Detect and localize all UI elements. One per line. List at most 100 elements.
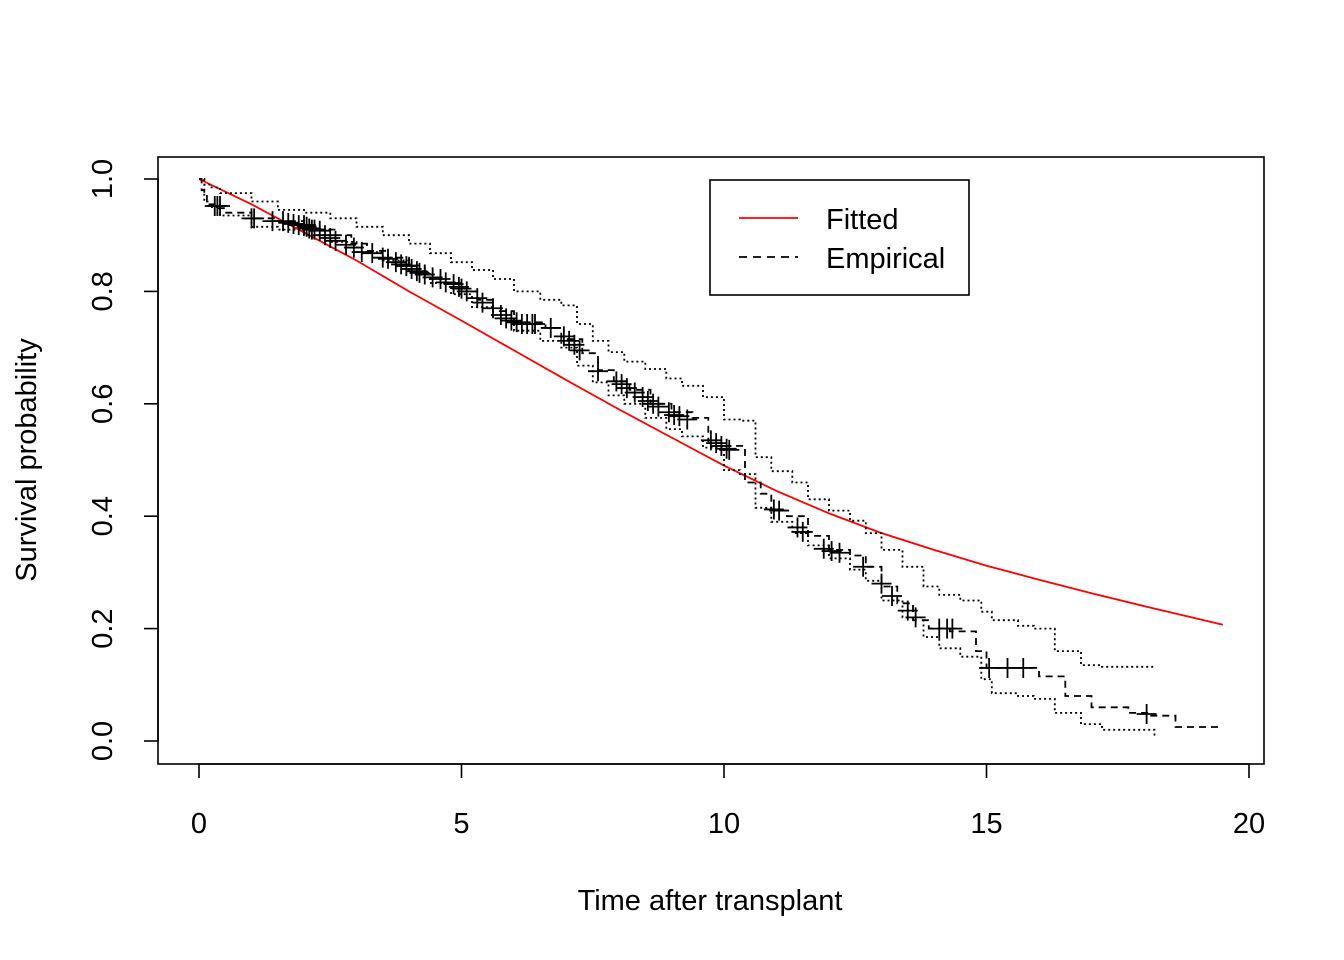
censor-mark: [1136, 704, 1157, 725]
censor-mark: [821, 541, 842, 562]
legend-empirical-label: Empirical: [826, 243, 945, 275]
y-tick-label: 0.2: [87, 608, 119, 648]
censor-mark: [325, 230, 346, 251]
censor-mark: [456, 281, 477, 302]
censor-mark: [278, 212, 299, 233]
censor-mark: [309, 220, 330, 241]
censor-marks: [204, 195, 1157, 725]
legend-fitted-label: Fitted: [826, 204, 899, 236]
censor-mark: [210, 195, 230, 216]
censor-mark: [430, 269, 451, 290]
censor-mark: [273, 211, 293, 232]
censor-mark: [769, 500, 790, 521]
censor-mark: [624, 382, 645, 403]
censor-mark: [443, 274, 464, 295]
censor-mark: [501, 310, 522, 331]
y-tick-label: 0.6: [87, 384, 119, 424]
censor-mark: [391, 254, 412, 275]
x-axis-title: Time after transplant: [578, 885, 843, 917]
censor-mark: [559, 330, 580, 351]
censor-mark: [304, 219, 325, 240]
censor-mark: [448, 276, 469, 297]
censor-mark: [564, 334, 585, 355]
censor-mark: [643, 393, 664, 414]
censor-mark: [716, 438, 737, 459]
censor-mark: [942, 618, 963, 639]
censor-mark: [244, 208, 265, 229]
censor-mark: [677, 409, 698, 430]
censor-mark: [336, 234, 356, 255]
censor-mark: [763, 499, 784, 520]
x-tick-label: 15: [970, 808, 1002, 840]
legend: Fitted Empirical: [709, 179, 970, 296]
censor-mark: [658, 402, 679, 423]
x-tick-label: 20: [1233, 808, 1265, 840]
censor-mark: [905, 607, 926, 628]
censor-mark: [588, 361, 608, 382]
censor-mark: [669, 406, 690, 427]
y-axis: 0.0 0.2 0.4 0.6 0.8 1.0: [87, 159, 159, 761]
censor-mark: [283, 213, 304, 234]
censor-mark: [540, 317, 561, 338]
censor-mark: [853, 556, 874, 577]
censor-mark: [700, 430, 721, 451]
y-tick-label: 0.4: [87, 496, 119, 536]
censor-mark: [315, 225, 335, 246]
legend-box: [709, 179, 970, 296]
y-tick-label: 1.0: [87, 159, 119, 199]
censor-mark: [569, 340, 590, 361]
censor-mark: [372, 247, 393, 268]
censor-mark: [648, 396, 669, 417]
censor-mark: [496, 308, 517, 329]
censor-mark: [525, 313, 545, 334]
x-tick-label: 10: [708, 808, 740, 840]
x-axis: 0 5 10 15 20: [191, 763, 1265, 840]
confidence-band-lower: [199, 178, 1156, 739]
censor-mark: [401, 258, 422, 279]
censor-mark: [490, 305, 511, 326]
x-tick-label: 0: [191, 808, 207, 840]
censor-mark: [787, 517, 808, 538]
censor-mark: [422, 267, 443, 288]
censor-mark: [506, 312, 527, 333]
censor-mark: [813, 538, 834, 559]
censor-mark: [385, 252, 406, 273]
y-axis-title: Survival probability: [11, 338, 43, 582]
censor-mark: [719, 439, 740, 460]
censor-mark: [406, 261, 427, 282]
censor-mark: [343, 237, 364, 258]
censor-mark: [467, 288, 488, 309]
censor-mark: [451, 278, 472, 299]
censor-mark: [632, 387, 653, 408]
censor-mark: [1013, 657, 1034, 678]
series-layer: [198, 178, 1224, 739]
censor-mark: [320, 228, 341, 249]
censor-mark: [351, 242, 372, 263]
censor-mark: [435, 272, 456, 293]
censor-mark: [606, 371, 627, 392]
censor-mark: [472, 292, 493, 313]
censor-mark: [414, 264, 435, 285]
censor-mark: [616, 378, 637, 399]
censor-mark: [409, 262, 430, 283]
confidence-band-upper: [199, 178, 1156, 668]
y-tick-label: 0.0: [87, 721, 119, 761]
y-tick-label: 0.8: [87, 271, 119, 311]
x-tick-label: 5: [453, 808, 469, 840]
censor-mark: [611, 374, 632, 395]
censor-mark: [396, 256, 417, 277]
censor-mark: [711, 435, 732, 456]
censor-mark: [706, 433, 727, 454]
censor-mark: [979, 657, 1000, 678]
censor-mark: [299, 218, 320, 239]
censor-mark: [637, 390, 658, 411]
censor-mark: [829, 542, 850, 563]
censor-mark: [664, 405, 685, 426]
empirical-series-line: [199, 178, 1223, 728]
censor-mark: [294, 215, 314, 236]
censor-mark: [792, 521, 813, 542]
censor-mark: [882, 586, 902, 607]
censor-mark: [871, 573, 892, 594]
